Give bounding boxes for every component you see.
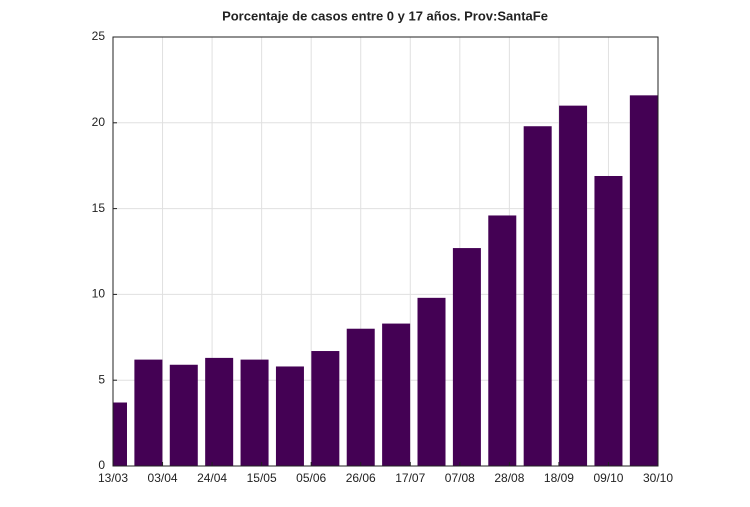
bar [240,359,269,466]
bar [113,402,127,466]
x-tick-label: 26/06 [346,471,376,485]
y-tick-label: 25 [92,29,106,43]
x-tick-label: 05/06 [296,471,326,485]
y-tick-label: 0 [98,458,105,472]
bar [346,328,375,466]
x-tick-label: 30/10 [643,471,673,485]
x-tick-label: 18/09 [544,471,574,485]
chart-title: Porcentaje de casos entre 0 y 17 años. P… [222,8,548,23]
x-tick-label: 03/04 [148,471,178,485]
x-tick-label: 24/04 [197,471,227,485]
x-tick-label: 13/03 [98,471,128,485]
x-tick-label: 17/07 [395,471,425,485]
bar [275,366,304,466]
y-tick-label: 10 [92,287,106,301]
bar [311,351,340,466]
bar [488,215,517,466]
x-tick-label: 07/08 [445,471,475,485]
y-tick-label: 15 [92,201,106,215]
bar [169,364,198,466]
bar [594,175,623,466]
bar [417,297,446,466]
x-tick-label: 28/08 [494,471,524,485]
bar [382,323,411,466]
bar [629,95,658,466]
axes-box [112,36,659,467]
x-tick-label: 09/10 [593,471,623,485]
bar [134,359,163,466]
x-tick-label: 15/05 [247,471,277,485]
bar [452,248,481,466]
bar [205,357,234,466]
bar [523,126,552,466]
bar [559,105,588,466]
y-tick-label: 5 [98,372,105,386]
y-tick-label: 20 [92,115,106,129]
bars [113,95,658,466]
